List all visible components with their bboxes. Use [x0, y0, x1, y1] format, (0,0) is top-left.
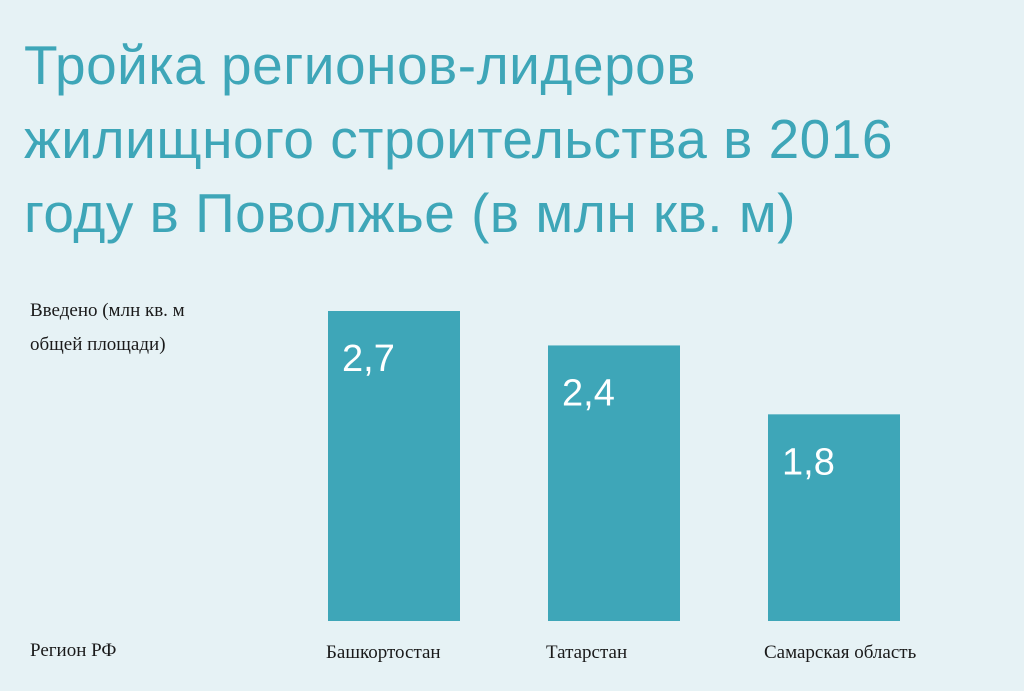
bar-value-label: 2,4 [562, 372, 615, 414]
chart-title: Тройка регионов-лидеров жилищного строит… [24, 28, 1004, 250]
chart-title-line: году в Поволжье (в млн кв. м) [24, 182, 796, 244]
bar-1 [328, 311, 460, 621]
bars-group: 2,7 Башкортостан 2,4 Татарстан 1,8 Самарская … [326, 311, 917, 663]
y-axis-label-line: Введено (млн кв. м [30, 300, 185, 321]
chart-title-line: жилищного строительства в 2016 [24, 108, 893, 170]
bar-value-label: 1,8 [782, 441, 835, 483]
y-axis-label-line: общей площади) [30, 334, 166, 355]
bar-value-label: 2,7 [342, 338, 395, 380]
x-axis-label: Регион РФ [30, 640, 117, 661]
category-label: Самарская область [764, 642, 917, 663]
chart-title-line: Тройка регионов-лидеров [24, 34, 696, 96]
category-label: Татарстан [546, 642, 627, 663]
bar-2 [548, 345, 680, 621]
category-label: Башкортостан [326, 642, 441, 663]
bar-3 [768, 414, 900, 621]
y-axis-label: Введено (млн кв. м общей площади) [30, 294, 290, 362]
